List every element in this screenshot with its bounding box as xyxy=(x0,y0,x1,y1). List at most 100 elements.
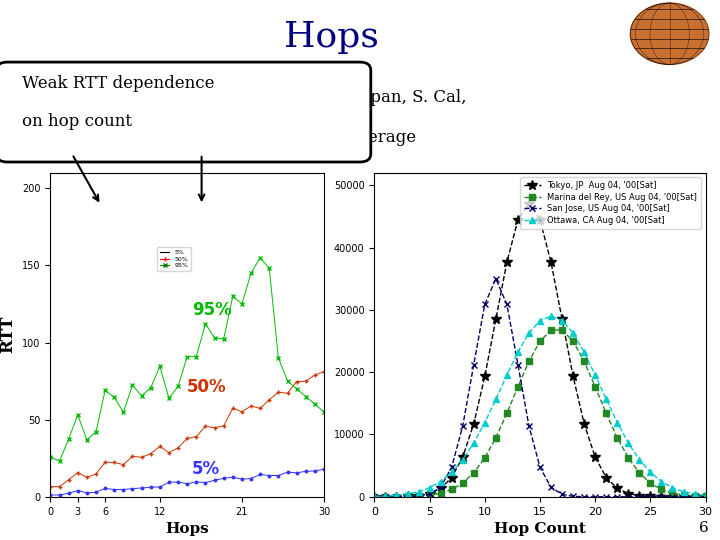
Marina del Rey, US Aug 04, '00[Sat] xyxy=(701,493,710,500)
Marina del Rey, US Aug 04, '00[Sat] xyxy=(536,338,544,345)
San Jose, US Aug 04, '00[Sat] xyxy=(370,494,379,500)
Text: 5%: 5% xyxy=(192,460,220,478)
San Jose, US Aug 04, '00[Sat] xyxy=(492,275,500,282)
San Jose, US Aug 04, '00[Sat] xyxy=(701,494,710,500)
Legend: 5%, 50%, 95%: 5%, 50%, 95% xyxy=(158,247,191,271)
Marina del Rey, US Aug 04, '00[Sat] xyxy=(492,435,500,441)
Ottawa, CA Aug 04, '00[Sat] xyxy=(591,372,600,379)
Tokyo, JP  Aug 04, '00[Sat] xyxy=(469,421,478,427)
Tokyo, JP  Aug 04, '00[Sat] xyxy=(580,421,588,427)
Text: on hop count: on hop count xyxy=(22,113,132,130)
Ottawa, CA Aug 04, '00[Sat] xyxy=(546,313,555,319)
Text: 6: 6 xyxy=(699,521,709,535)
Tokyo, JP  Aug 04, '00[Sat] xyxy=(558,316,567,322)
Tokyo, JP  Aug 04, '00[Sat] xyxy=(613,485,621,492)
Ottawa, CA Aug 04, '00[Sat] xyxy=(646,469,654,476)
Ottawa, CA Aug 04, '00[Sat] xyxy=(392,492,401,498)
Line: Ottawa, CA Aug 04, '00[Sat]: Ottawa, CA Aug 04, '00[Sat] xyxy=(371,313,709,500)
Line: Tokyo, JP  Aug 04, '00[Sat]: Tokyo, JP Aug 04, '00[Sat] xyxy=(369,199,711,502)
Tokyo, JP  Aug 04, '00[Sat] xyxy=(403,493,412,500)
San Jose, US Aug 04, '00[Sat] xyxy=(480,301,489,308)
Tokyo, JP  Aug 04, '00[Sat] xyxy=(392,494,401,500)
San Jose, US Aug 04, '00[Sat] xyxy=(624,494,633,500)
Ottawa, CA Aug 04, '00[Sat] xyxy=(668,484,677,491)
Marina del Rey, US Aug 04, '00[Sat] xyxy=(370,494,379,500)
Marina del Rey, US Aug 04, '00[Sat] xyxy=(635,470,644,476)
Marina del Rey, US Aug 04, '00[Sat] xyxy=(558,327,567,333)
Ottawa, CA Aug 04, '00[Sat] xyxy=(657,478,666,485)
Text: 50%: 50% xyxy=(187,378,227,396)
Marina del Rey, US Aug 04, '00[Sat] xyxy=(381,494,390,500)
Tokyo, JP  Aug 04, '00[Sat] xyxy=(668,494,677,500)
Tokyo, JP  Aug 04, '00[Sat] xyxy=(569,373,577,380)
Ottawa, CA Aug 04, '00[Sat] xyxy=(370,493,379,500)
San Jose, US Aug 04, '00[Sat] xyxy=(613,494,621,500)
San Jose, US Aug 04, '00[Sat] xyxy=(569,493,577,500)
Marina del Rey, US Aug 04, '00[Sat] xyxy=(459,480,467,486)
Marina del Rey, US Aug 04, '00[Sat] xyxy=(546,327,555,333)
Tokyo, JP  Aug 04, '00[Sat] xyxy=(679,494,688,500)
Marina del Rey, US Aug 04, '00[Sat] xyxy=(690,493,699,500)
Tokyo, JP  Aug 04, '00[Sat] xyxy=(690,494,699,500)
FancyBboxPatch shape xyxy=(0,62,371,162)
Tokyo, JP  Aug 04, '00[Sat] xyxy=(646,493,654,500)
Text: N. Cal, E. Canada, i.e. 10-15 hops on average: N. Cal, E. Canada, i.e. 10-15 hops on av… xyxy=(12,129,415,146)
San Jose, US Aug 04, '00[Sat] xyxy=(525,423,534,429)
San Jose, US Aug 04, '00[Sat] xyxy=(657,494,666,500)
Ottawa, CA Aug 04, '00[Sat] xyxy=(469,440,478,446)
Marina del Rey, US Aug 04, '00[Sat] xyxy=(580,358,588,365)
Ottawa, CA Aug 04, '00[Sat] xyxy=(381,493,390,500)
San Jose, US Aug 04, '00[Sat] xyxy=(447,464,456,470)
Marina del Rey, US Aug 04, '00[Sat] xyxy=(646,480,654,486)
Ottawa, CA Aug 04, '00[Sat] xyxy=(635,456,644,463)
Text: •  Hop counts seen from 4 Skitter sites (Japan, S. Cal,: • Hop counts seen from 4 Skitter sites (… xyxy=(12,90,466,106)
Marina del Rey, US Aug 04, '00[Sat] xyxy=(679,492,688,498)
Tokyo, JP  Aug 04, '00[Sat] xyxy=(370,494,379,500)
Ottawa, CA Aug 04, '00[Sat] xyxy=(558,318,567,324)
Ottawa, CA Aug 04, '00[Sat] xyxy=(447,469,456,476)
Ottawa, CA Aug 04, '00[Sat] xyxy=(580,349,588,355)
Ottawa, CA Aug 04, '00[Sat] xyxy=(480,419,489,426)
Tokyo, JP  Aug 04, '00[Sat] xyxy=(536,217,544,223)
San Jose, US Aug 04, '00[Sat] xyxy=(469,361,478,368)
Ottawa, CA Aug 04, '00[Sat] xyxy=(624,440,633,446)
Tokyo, JP  Aug 04, '00[Sat] xyxy=(503,259,511,266)
Marina del Rey, US Aug 04, '00[Sat] xyxy=(447,486,456,492)
Tokyo, JP  Aug 04, '00[Sat] xyxy=(426,490,434,497)
San Jose, US Aug 04, '00[Sat] xyxy=(426,491,434,498)
Tokyo, JP  Aug 04, '00[Sat] xyxy=(624,490,633,497)
San Jose, US Aug 04, '00[Sat] xyxy=(392,494,401,500)
San Jose, US Aug 04, '00[Sat] xyxy=(381,494,390,500)
Marina del Rey, US Aug 04, '00[Sat] xyxy=(414,493,423,500)
X-axis label: Hop Count: Hop Count xyxy=(494,522,586,536)
Marina del Rey, US Aug 04, '00[Sat] xyxy=(668,490,677,496)
Ottawa, CA Aug 04, '00[Sat] xyxy=(459,456,467,463)
Tokyo, JP  Aug 04, '00[Sat] xyxy=(414,492,423,499)
Tokyo, JP  Aug 04, '00[Sat] xyxy=(701,494,710,500)
Marina del Rey, US Aug 04, '00[Sat] xyxy=(569,338,577,345)
San Jose, US Aug 04, '00[Sat] xyxy=(580,494,588,500)
Tokyo, JP  Aug 04, '00[Sat] xyxy=(436,485,445,492)
Tokyo, JP  Aug 04, '00[Sat] xyxy=(635,492,644,499)
Tokyo, JP  Aug 04, '00[Sat] xyxy=(546,259,555,266)
Marina del Rey, US Aug 04, '00[Sat] xyxy=(403,493,412,500)
Marina del Rey, US Aug 04, '00[Sat] xyxy=(513,383,522,390)
San Jose, US Aug 04, '00[Sat] xyxy=(513,361,522,368)
Line: San Jose, US Aug 04, '00[Sat]: San Jose, US Aug 04, '00[Sat] xyxy=(371,275,709,500)
Tokyo, JP  Aug 04, '00[Sat] xyxy=(602,474,611,481)
San Jose, US Aug 04, '00[Sat] xyxy=(635,494,644,500)
Marina del Rey, US Aug 04, '00[Sat] xyxy=(426,492,434,498)
Ottawa, CA Aug 04, '00[Sat] xyxy=(436,478,445,485)
Marina del Rey, US Aug 04, '00[Sat] xyxy=(392,494,401,500)
Tokyo, JP  Aug 04, '00[Sat] xyxy=(480,373,489,380)
Ottawa, CA Aug 04, '00[Sat] xyxy=(525,330,534,336)
Text: 95%: 95% xyxy=(192,301,232,319)
Ottawa, CA Aug 04, '00[Sat] xyxy=(536,318,544,324)
Tokyo, JP  Aug 04, '00[Sat] xyxy=(459,454,467,461)
Ottawa, CA Aug 04, '00[Sat] xyxy=(679,488,688,495)
Marina del Rey, US Aug 04, '00[Sat] xyxy=(503,410,511,416)
Ottawa, CA Aug 04, '00[Sat] xyxy=(426,484,434,491)
Marina del Rey, US Aug 04, '00[Sat] xyxy=(657,486,666,492)
Ottawa, CA Aug 04, '00[Sat] xyxy=(513,349,522,355)
San Jose, US Aug 04, '00[Sat] xyxy=(679,494,688,500)
